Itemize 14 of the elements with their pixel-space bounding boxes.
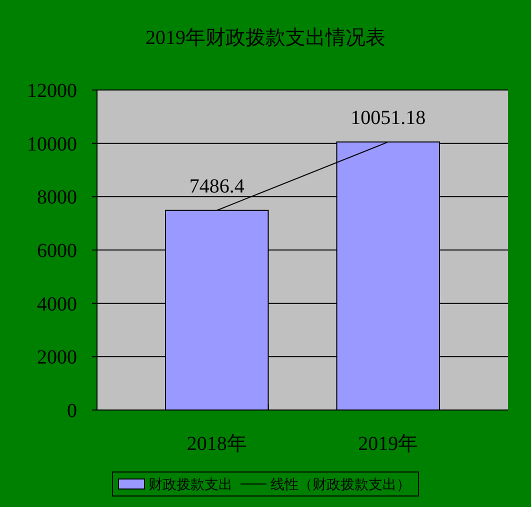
legend-label: 财政拨款支出 [148, 476, 232, 493]
y-tick-label: 10000 [27, 133, 77, 156]
x-tick-label: 2018年 [186, 433, 247, 455]
data-label: 7486.4 [189, 175, 244, 198]
x-tick-label: 2019年 [358, 433, 418, 455]
y-tick-label: 0 [67, 400, 77, 422]
legend-label: 线性（财政拨款支出） [270, 476, 410, 493]
y-tick-label: 6000 [37, 240, 77, 262]
chart-title: 2019年财政拨款支出情况表 [146, 27, 386, 49]
y-tick-label: 4000 [37, 293, 77, 316]
y-tick-label: 12000 [27, 80, 77, 102]
y-tick-label: 8000 [37, 186, 77, 209]
data-label: 10051.18 [350, 106, 426, 129]
y-tick-label: 2000 [37, 346, 77, 369]
